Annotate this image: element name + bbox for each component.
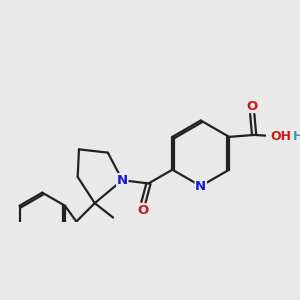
Text: O: O bbox=[247, 100, 258, 112]
Text: H: H bbox=[293, 130, 300, 143]
Text: N: N bbox=[117, 174, 128, 187]
Text: N: N bbox=[195, 180, 206, 193]
Text: O: O bbox=[138, 204, 149, 217]
Text: OH: OH bbox=[271, 130, 292, 143]
